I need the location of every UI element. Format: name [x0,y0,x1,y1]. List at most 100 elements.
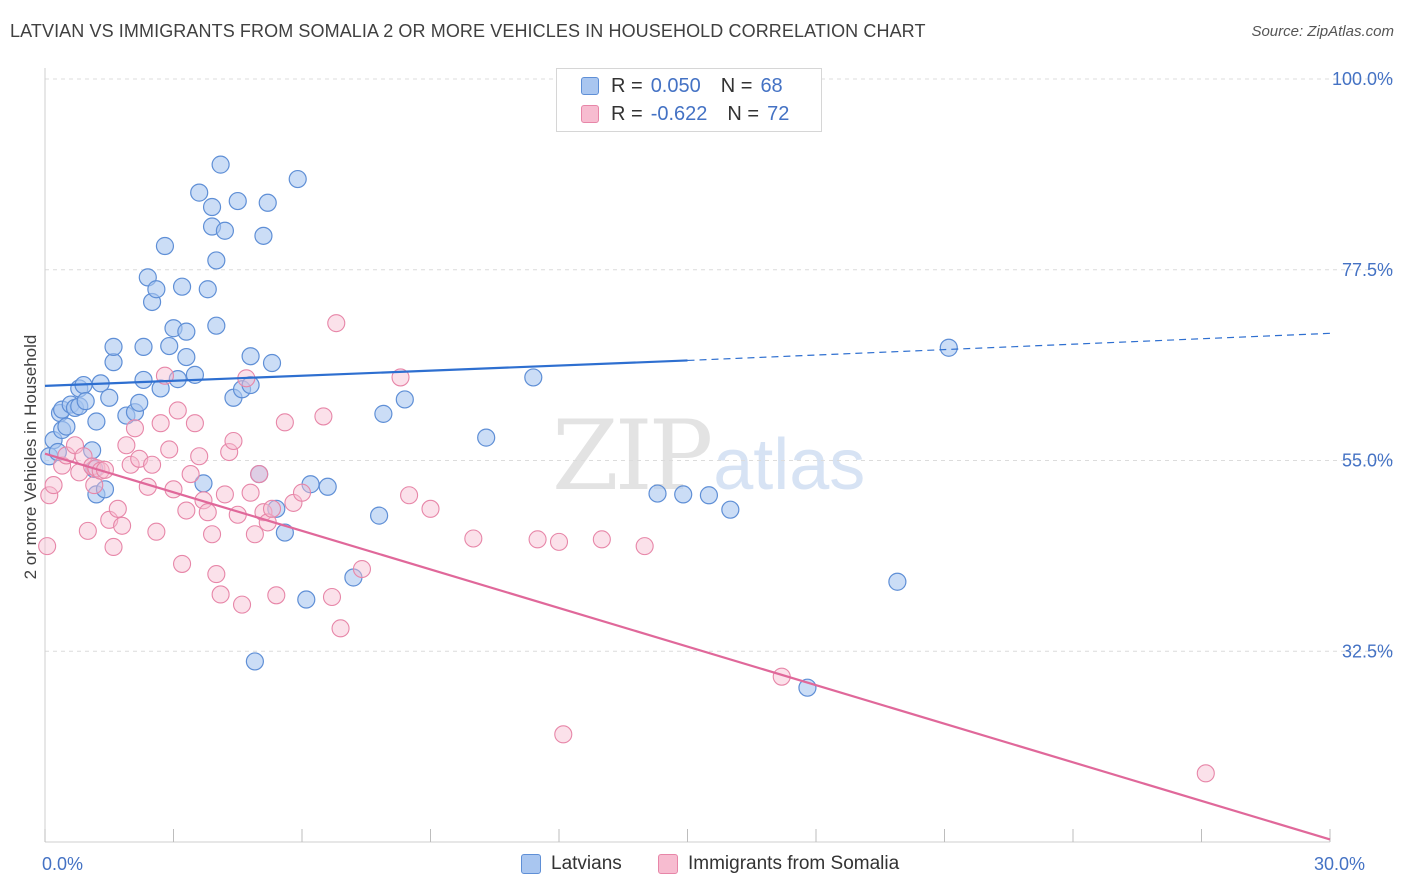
somalia-point [262,499,282,518]
trend-lines [44,332,1331,841]
latvian-point [370,506,389,525]
n-value: 68 [760,74,783,97]
somalia-point [241,483,260,502]
somalia-point [322,587,342,607]
latvian-point [207,251,226,270]
latvian-point [57,417,76,436]
watermark-atlas: atlas [713,425,866,505]
latvian-trend-extension [687,332,1331,362]
somalia-point [198,503,217,522]
somalia-legend-swatch [658,854,678,874]
latvian-point [254,226,273,245]
somalia-point [232,595,252,614]
latvians-swatch [581,77,599,95]
somalia-point [203,525,222,544]
somalia-point [391,368,410,387]
series-latvians [40,155,958,697]
somalia-point [44,476,63,495]
series-somalia [38,314,1215,783]
somalia-point [554,725,573,744]
somalia-point [220,442,239,462]
somalia-point [421,499,440,518]
r-value: 0.050 [650,74,701,97]
somalia-point [164,480,183,499]
latvian-point [939,338,958,357]
somalia-point [549,532,569,551]
somalia-point [528,530,547,549]
latvian-point [155,236,175,256]
latvian-point [674,485,693,504]
x-tick-label: 30.0% [1314,854,1365,874]
source-label: Source: ZipAtlas.com [1251,23,1394,40]
latvian-point [177,322,196,341]
somalia-point [211,585,230,604]
somalia-point [38,537,57,556]
somalia-legend-label: Immigrants from Somalia [688,853,900,874]
latvian-point [258,193,277,212]
somalia-point [592,530,611,549]
latvian-point [211,155,230,174]
latvian-point [245,652,264,671]
somalia-point [207,565,226,584]
y-tick-label: 100.0% [1332,69,1393,89]
latvian-point [95,480,115,499]
somalia-point [104,537,123,557]
somalia-point [117,436,136,455]
somalia-point [40,486,59,505]
latvian-point [262,353,282,373]
somalia-swatch [581,105,599,123]
legend-row-somalia: R = -0.622 N = 72 [581,101,789,127]
latvian-point [699,486,719,505]
somalia-point [177,501,196,520]
somalia-point [125,419,144,438]
latvian-point [288,169,307,189]
latvian-point [104,353,123,372]
somalia-point [181,465,200,484]
y-tick-label: 77.5% [1342,260,1393,280]
somalia-point [143,455,162,474]
latvian-point [100,388,119,407]
somalia-point [151,414,170,433]
latvian-point [198,280,217,299]
grid-lines [45,78,1395,652]
axes [44,68,1331,843]
somalia-point [464,529,483,548]
latvian-point [395,390,414,409]
somalia-point [185,414,204,433]
somalia-point [147,522,166,541]
latvian-trend-line [44,359,688,387]
legend-row-latvians: R = 0.050 N = 68 [581,73,783,99]
somalia-point [635,537,654,556]
somalia-point [331,619,350,638]
latvian-point [721,500,740,519]
correlation-legend: R = 0.050 N = 68 R = -0.622 N = 72 [556,68,822,132]
x-tick-label: 0.0% [42,854,83,874]
somalia-trend-line [44,452,1331,841]
latvian-point [318,477,337,496]
latvian-point [202,197,222,217]
latvian-point [228,191,247,211]
latvian-point [524,368,543,387]
somalia-point [215,485,234,504]
r-label: R = [611,74,643,97]
n-value: 72 [767,102,790,125]
latvian-point [374,404,393,423]
somalia-point [1196,764,1215,783]
somalia-point [327,314,346,333]
latvian-point [104,337,123,356]
somalia-point [224,431,243,451]
latvian-point [130,393,149,412]
n-label: N = [720,74,753,97]
y-axis-label: 2 or more Vehicles in Household [21,335,40,580]
somalia-point [173,554,192,573]
latvian-point [207,316,226,335]
latvian-point [241,347,260,366]
somalia-point [250,465,269,484]
latvian-point [147,280,166,299]
latvian-point [888,572,907,591]
latvian-point [76,392,95,411]
somalia-point [108,499,127,518]
y-tick-label: 55.0% [1342,451,1393,471]
somalia-point [314,407,333,426]
latvian-point [297,590,316,609]
